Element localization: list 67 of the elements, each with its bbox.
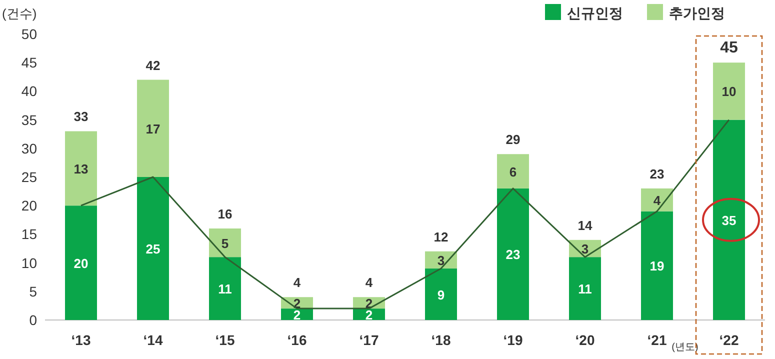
data-label: 2 (293, 307, 301, 322)
y-tick-label: 50 (21, 26, 38, 42)
data-label: 9 (437, 287, 445, 302)
total-label: 16 (218, 206, 232, 222)
bar (137, 80, 169, 177)
data-label: 5 (221, 236, 229, 251)
bar (65, 131, 97, 206)
legend-label: 신규인정 (567, 5, 623, 21)
y-tick-label: 40 (21, 83, 38, 100)
y-tick-label: 30 (21, 140, 38, 156)
data-label: 13 (74, 161, 88, 176)
x-tick-label: ‘14 (143, 332, 163, 348)
x-tick-label: ‘16 (287, 332, 307, 348)
data-label: 10 (722, 84, 736, 100)
total-label: 29 (506, 132, 520, 148)
x-tick-label: ‘20 (575, 332, 595, 348)
data-label: 19 (650, 258, 664, 274)
y-tick-label: 15 (21, 226, 38, 242)
legend-label: 추가인정 (669, 5, 725, 21)
x-tick-label: ‘19 (503, 332, 523, 348)
data-label: 25 (146, 242, 160, 256)
y-tick-label: 5 (29, 283, 38, 300)
data-label: 3 (437, 252, 445, 268)
x-tick-label: ‘18 (431, 332, 451, 348)
data-label: 4 (653, 192, 662, 208)
data-label: 20 (74, 256, 88, 271)
x-tick-label: ‘13 (71, 332, 91, 348)
x-tick-label: ‘17 (359, 332, 379, 348)
bar (209, 228, 241, 258)
total-label: 42 (146, 58, 160, 73)
total-label: 12 (434, 229, 448, 244)
y-tick-label: 45 (21, 54, 38, 71)
bar (137, 177, 169, 320)
y-tick-label: 20 (21, 198, 38, 214)
data-label: 17 (146, 121, 160, 136)
data-label: 3 (581, 242, 589, 256)
bar (569, 257, 601, 320)
y-axis-title: (건수) (2, 6, 37, 21)
data-label: 6 (509, 164, 517, 180)
total-label: 14 (578, 218, 593, 233)
total-label: 23 (650, 166, 664, 182)
y-tick-label: 10 (21, 254, 38, 271)
bar (209, 257, 241, 320)
data-label: 35 (722, 212, 736, 228)
x-tick-label: ‘21 (647, 332, 667, 348)
x-axis-title: (년도) (672, 342, 698, 353)
total-label: 33 (74, 109, 88, 124)
bar (425, 268, 457, 320)
data-label: 11 (578, 282, 592, 297)
data-label: 23 (506, 247, 520, 262)
bar (713, 120, 745, 320)
data-label: 2 (365, 307, 373, 322)
bar (65, 206, 97, 320)
total-label: 45 (720, 40, 738, 57)
y-tick-label: 35 (21, 112, 38, 128)
bar (497, 188, 529, 320)
x-tick-label: ‘22 (719, 332, 739, 348)
total-label: 4 (365, 275, 374, 290)
total-label: 4 (293, 275, 302, 290)
data-label: 11 (218, 282, 232, 297)
y-tick-label: 25 (21, 169, 38, 185)
bar (641, 211, 673, 320)
bar (497, 154, 529, 188)
bar (713, 62, 745, 120)
x-tick-label: ‘15 (215, 332, 235, 348)
y-tick-label: 0 (29, 312, 38, 328)
bar (641, 188, 673, 212)
